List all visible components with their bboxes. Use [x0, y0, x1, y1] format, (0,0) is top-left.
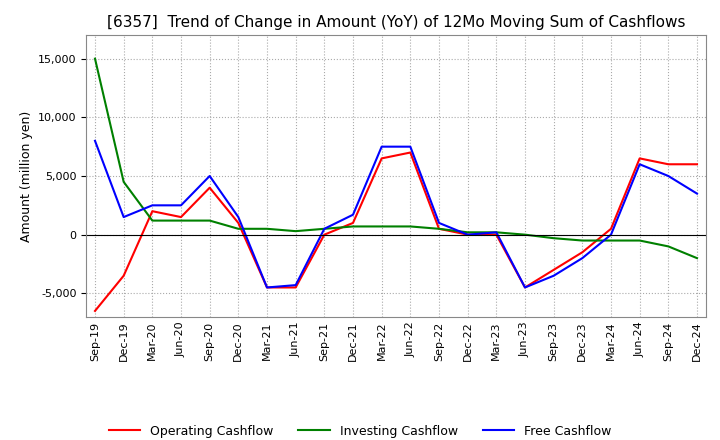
- Operating Cashflow: [607, 226, 616, 231]
- Operating Cashflow: [292, 285, 300, 290]
- Y-axis label: Amount (million yen): Amount (million yen): [19, 110, 32, 242]
- Investing Cashflow: [664, 244, 672, 249]
- Investing Cashflow: [435, 226, 444, 231]
- Free Cashflow: [263, 285, 271, 290]
- Free Cashflow: [91, 138, 99, 143]
- Operating Cashflow: [234, 220, 243, 226]
- Investing Cashflow: [320, 226, 328, 231]
- Investing Cashflow: [148, 218, 157, 223]
- Investing Cashflow: [578, 238, 587, 243]
- Free Cashflow: [492, 230, 500, 235]
- Operating Cashflow: [435, 226, 444, 231]
- Investing Cashflow: [521, 232, 529, 237]
- Investing Cashflow: [176, 218, 185, 223]
- Free Cashflow: [292, 282, 300, 288]
- Free Cashflow: [348, 212, 357, 217]
- Line: Free Cashflow: Free Cashflow: [95, 141, 697, 287]
- Free Cashflow: [635, 161, 644, 167]
- Investing Cashflow: [377, 224, 386, 229]
- Investing Cashflow: [635, 238, 644, 243]
- Operating Cashflow: [693, 161, 701, 167]
- Operating Cashflow: [521, 285, 529, 290]
- Investing Cashflow: [406, 224, 415, 229]
- Operating Cashflow: [320, 232, 328, 237]
- Free Cashflow: [320, 226, 328, 231]
- Free Cashflow: [377, 144, 386, 149]
- Operating Cashflow: [348, 220, 357, 226]
- Free Cashflow: [464, 232, 472, 237]
- Investing Cashflow: [292, 228, 300, 234]
- Free Cashflow: [120, 214, 128, 220]
- Operating Cashflow: [464, 232, 472, 237]
- Investing Cashflow: [263, 226, 271, 231]
- Free Cashflow: [205, 173, 214, 179]
- Operating Cashflow: [578, 249, 587, 255]
- Title: [6357]  Trend of Change in Amount (YoY) of 12Mo Moving Sum of Cashflows: [6357] Trend of Change in Amount (YoY) o…: [107, 15, 685, 30]
- Free Cashflow: [148, 203, 157, 208]
- Operating Cashflow: [263, 285, 271, 290]
- Free Cashflow: [435, 220, 444, 226]
- Operating Cashflow: [176, 214, 185, 220]
- Free Cashflow: [521, 285, 529, 290]
- Free Cashflow: [176, 203, 185, 208]
- Investing Cashflow: [607, 238, 616, 243]
- Free Cashflow: [693, 191, 701, 196]
- Operating Cashflow: [377, 156, 386, 161]
- Operating Cashflow: [492, 232, 500, 237]
- Investing Cashflow: [91, 56, 99, 61]
- Investing Cashflow: [464, 230, 472, 235]
- Operating Cashflow: [635, 156, 644, 161]
- Investing Cashflow: [205, 218, 214, 223]
- Line: Operating Cashflow: Operating Cashflow: [95, 153, 697, 311]
- Operating Cashflow: [205, 185, 214, 191]
- Free Cashflow: [578, 256, 587, 261]
- Investing Cashflow: [549, 235, 558, 241]
- Investing Cashflow: [348, 224, 357, 229]
- Operating Cashflow: [549, 267, 558, 272]
- Operating Cashflow: [148, 209, 157, 214]
- Operating Cashflow: [664, 161, 672, 167]
- Investing Cashflow: [693, 256, 701, 261]
- Operating Cashflow: [91, 308, 99, 314]
- Investing Cashflow: [234, 226, 243, 231]
- Free Cashflow: [234, 214, 243, 220]
- Free Cashflow: [406, 144, 415, 149]
- Legend: Operating Cashflow, Investing Cashflow, Free Cashflow: Operating Cashflow, Investing Cashflow, …: [104, 420, 616, 440]
- Operating Cashflow: [406, 150, 415, 155]
- Operating Cashflow: [120, 273, 128, 279]
- Free Cashflow: [664, 173, 672, 179]
- Investing Cashflow: [120, 179, 128, 184]
- Investing Cashflow: [492, 230, 500, 235]
- Line: Investing Cashflow: Investing Cashflow: [95, 59, 697, 258]
- Free Cashflow: [549, 273, 558, 279]
- Free Cashflow: [607, 232, 616, 237]
